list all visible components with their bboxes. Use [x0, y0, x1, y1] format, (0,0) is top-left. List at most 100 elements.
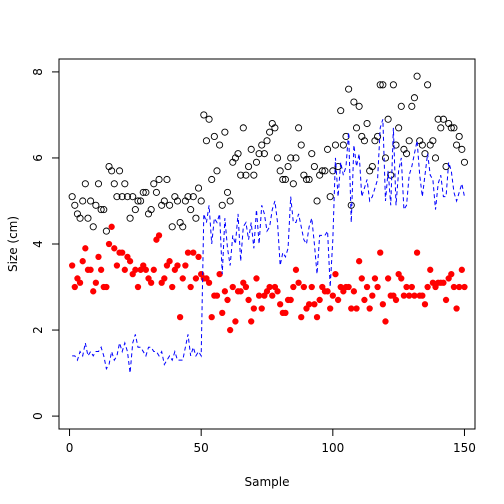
data-point — [102, 227, 110, 235]
x-axis-title: Sample — [245, 475, 290, 489]
data-point — [250, 305, 257, 312]
data-point — [118, 193, 126, 201]
data-point — [242, 171, 250, 179]
data-point — [431, 154, 440, 162]
data-point — [419, 292, 426, 299]
y-axis: 0 2 4 6 8 — [31, 68, 60, 420]
data-point — [371, 275, 379, 282]
data-point — [437, 124, 445, 132]
data-point — [242, 283, 250, 291]
data-point — [287, 296, 294, 304]
data-point — [458, 266, 465, 273]
data-point — [442, 163, 450, 171]
data-point — [229, 283, 236, 291]
data-point — [369, 292, 376, 299]
data-point — [134, 283, 142, 291]
data-point — [71, 283, 78, 291]
data-point — [326, 193, 334, 201]
data-point — [219, 309, 226, 316]
data-point — [273, 154, 282, 162]
x-tick-label: 50 — [194, 441, 209, 455]
data-point — [92, 279, 100, 286]
data-point — [384, 115, 392, 123]
data-point — [266, 283, 273, 291]
data-point — [100, 206, 108, 214]
data-point — [129, 193, 137, 201]
data-point — [210, 132, 218, 140]
y-tick-label: 8 — [31, 68, 45, 76]
data-point — [255, 292, 263, 299]
data-point — [276, 167, 284, 175]
data-point — [313, 313, 321, 321]
data-point — [358, 275, 365, 282]
data-point — [155, 175, 163, 184]
data-point — [387, 171, 395, 179]
data-point — [150, 180, 158, 188]
data-point — [292, 154, 300, 162]
data-point — [406, 292, 413, 299]
data-point — [334, 296, 342, 304]
data-point — [450, 124, 458, 132]
data-point — [184, 193, 192, 201]
data-point — [271, 124, 279, 132]
data-point — [424, 81, 432, 89]
data-point — [442, 296, 450, 304]
data-point — [421, 301, 429, 308]
data-point — [448, 270, 455, 278]
series-3 — [72, 119, 465, 374]
data-point — [274, 288, 281, 295]
x-tick-label: 100 — [321, 441, 344, 455]
data-point — [81, 180, 89, 188]
data-point — [408, 102, 416, 110]
data-point — [352, 124, 361, 132]
y-tick-label: 6 — [31, 154, 45, 162]
data-point — [126, 214, 134, 222]
data-point — [182, 262, 189, 269]
data-point — [284, 163, 292, 171]
data-point — [97, 266, 105, 273]
data-point — [460, 158, 469, 166]
data-point — [195, 253, 202, 261]
data-point — [79, 197, 87, 205]
data-point — [295, 124, 303, 132]
data-point — [269, 292, 276, 299]
data-point — [150, 266, 157, 273]
data-point — [189, 193, 197, 201]
data-point — [161, 275, 168, 282]
data-point — [345, 283, 352, 291]
data-point — [287, 154, 295, 162]
data-point — [110, 180, 118, 188]
data-point — [455, 132, 463, 140]
data-point — [292, 266, 300, 273]
data-point — [434, 115, 442, 123]
data-point — [103, 283, 110, 291]
data-point — [87, 266, 94, 273]
data-point — [82, 245, 89, 252]
y-axis-title: Size (cm) — [6, 216, 20, 272]
data-point — [305, 175, 313, 184]
data-point — [213, 292, 221, 299]
data-point — [92, 201, 100, 209]
data-point — [411, 292, 418, 299]
data-point — [132, 266, 139, 273]
data-point — [173, 197, 182, 205]
data-point — [245, 163, 253, 171]
data-point — [221, 288, 229, 295]
data-point — [321, 167, 329, 175]
y-tick-label: 0 — [31, 412, 45, 420]
data-point — [90, 288, 97, 295]
data-point — [205, 115, 213, 123]
data-point — [255, 150, 263, 158]
data-point — [453, 141, 461, 149]
data-point — [368, 163, 376, 171]
data-point — [69, 262, 76, 269]
data-point — [139, 188, 147, 196]
data-point — [119, 249, 126, 256]
data-point — [79, 258, 86, 265]
data-point — [226, 326, 234, 334]
data-point — [308, 150, 316, 158]
data-point — [184, 249, 192, 256]
data-point — [166, 201, 174, 209]
data-point — [353, 305, 360, 312]
